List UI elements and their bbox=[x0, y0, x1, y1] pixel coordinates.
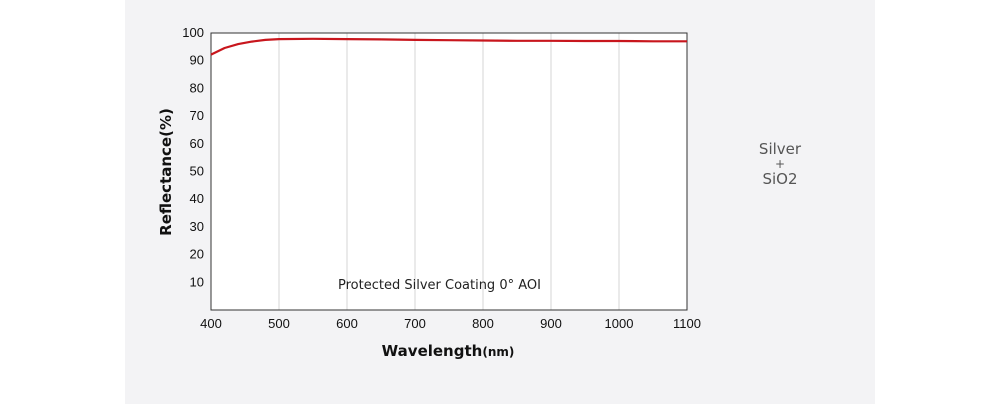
y-tick-label-60: 60 bbox=[190, 136, 204, 151]
x-tick-label-1000: 1000 bbox=[605, 316, 634, 331]
plot-border bbox=[210, 32, 688, 311]
y-tick-labels: 10 20 30 40 50 60 70 80 90 100 bbox=[182, 25, 204, 289]
y-tick-label-100: 100 bbox=[182, 25, 204, 40]
x-tick-labels: 400 500 600 700 800 900 1000 1100 bbox=[200, 316, 701, 331]
y-tick-label-40: 40 bbox=[190, 191, 204, 206]
note-line-sio2: SiO2 bbox=[762, 170, 798, 188]
y-tick-label-80: 80 bbox=[190, 80, 204, 95]
y-tick-label-20: 20 bbox=[190, 247, 204, 262]
y-axis-title: Reflectance(%) bbox=[157, 108, 175, 236]
x-tick-label-400: 400 bbox=[200, 316, 222, 331]
note-line-silver: Silver bbox=[758, 140, 802, 158]
x-tick-label-600: 600 bbox=[336, 316, 358, 331]
x-tick-label-1100: 1100 bbox=[673, 316, 701, 331]
reflectance-series-line bbox=[210, 37, 687, 56]
y-tick-label-90: 90 bbox=[190, 53, 204, 68]
y-tick-label-70: 70 bbox=[190, 108, 204, 123]
coating-annotation: Protected Silver Coating 0° AOI bbox=[338, 278, 541, 293]
x-tick-label-900: 900 bbox=[540, 316, 562, 331]
x-axis-title: Wavelength(nm) bbox=[382, 342, 515, 360]
x-tick-label-500: 500 bbox=[268, 316, 290, 331]
y-tick-label-50: 50 bbox=[190, 164, 204, 179]
coating-composition-note: Silver + SiO2 bbox=[745, 141, 815, 188]
y-tick-label-30: 30 bbox=[190, 219, 204, 234]
y-tick-label-10: 10 bbox=[190, 274, 204, 289]
note-line-plus: + bbox=[774, 157, 786, 171]
x-tick-label-700: 700 bbox=[404, 316, 426, 331]
plot-area bbox=[211, 33, 687, 310]
x-axis-title-unit: (nm) bbox=[482, 345, 514, 359]
x-axis-title-main: Wavelength bbox=[382, 342, 483, 360]
x-tick-label-800: 800 bbox=[472, 316, 494, 331]
grid-lines bbox=[278, 33, 620, 310]
